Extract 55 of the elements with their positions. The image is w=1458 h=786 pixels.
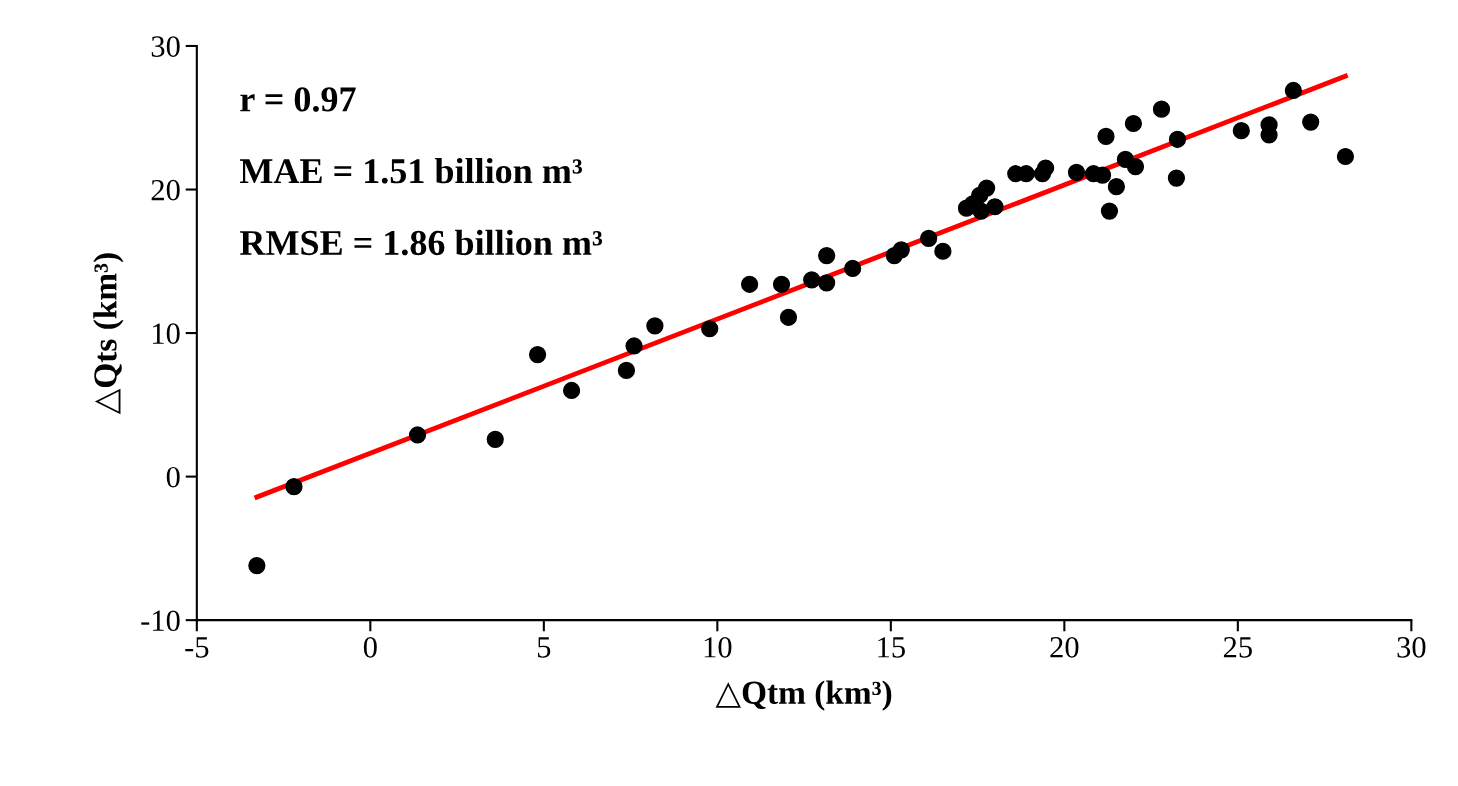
point xyxy=(844,259,862,278)
point xyxy=(486,430,504,448)
x-tick-label: 10 xyxy=(704,637,732,658)
point xyxy=(986,198,1004,216)
point xyxy=(892,241,910,259)
annotation: r = 0.97 xyxy=(240,87,356,112)
point xyxy=(972,202,990,220)
point xyxy=(1067,163,1086,181)
point xyxy=(1100,202,1119,220)
annotation: MAE = 1.51 billion m³ xyxy=(239,157,582,184)
point xyxy=(977,179,996,197)
point xyxy=(779,308,798,326)
y-axis-title: △Qts (km³) xyxy=(93,253,124,415)
y-tick-label: 30 xyxy=(151,36,180,57)
point xyxy=(803,271,821,289)
point xyxy=(1124,114,1143,133)
x-tick-label: 15 xyxy=(878,637,905,658)
point xyxy=(1232,122,1250,140)
point xyxy=(1097,127,1115,146)
point xyxy=(1167,169,1186,187)
point xyxy=(408,426,427,444)
point xyxy=(248,556,266,575)
x-tick-label: 20 xyxy=(1050,637,1079,658)
point xyxy=(617,361,636,380)
annotation: RMSE = 1.86 billion m³ xyxy=(239,229,603,256)
point xyxy=(1126,157,1145,176)
point xyxy=(646,317,664,335)
point xyxy=(1336,147,1355,166)
x-tick-label: -5 xyxy=(185,637,209,658)
point xyxy=(1036,159,1055,177)
point xyxy=(1284,81,1302,100)
point xyxy=(740,275,759,293)
x-tick-label: 30 xyxy=(1397,637,1426,658)
point xyxy=(562,381,581,400)
x-tick-label: 0 xyxy=(363,637,377,658)
x-axis-title: △Qtm (km³) xyxy=(715,680,892,711)
point xyxy=(1107,178,1126,196)
point xyxy=(528,345,547,364)
point xyxy=(1152,100,1171,118)
point xyxy=(818,246,836,265)
point xyxy=(625,337,643,355)
y-tick-label: 10 xyxy=(152,323,180,344)
point xyxy=(934,242,952,260)
point xyxy=(285,478,303,496)
y-tick-label: 0 xyxy=(166,466,180,488)
y-tick-label: 20 xyxy=(151,179,180,201)
y-tick-label: -10 xyxy=(141,610,180,632)
point xyxy=(1302,113,1320,131)
point xyxy=(772,275,791,293)
point xyxy=(1168,130,1187,148)
point xyxy=(920,229,938,247)
point xyxy=(818,274,836,292)
point xyxy=(701,320,719,338)
x-tick-label: 25 xyxy=(1223,637,1252,658)
x-tick-label: 5 xyxy=(537,637,551,658)
